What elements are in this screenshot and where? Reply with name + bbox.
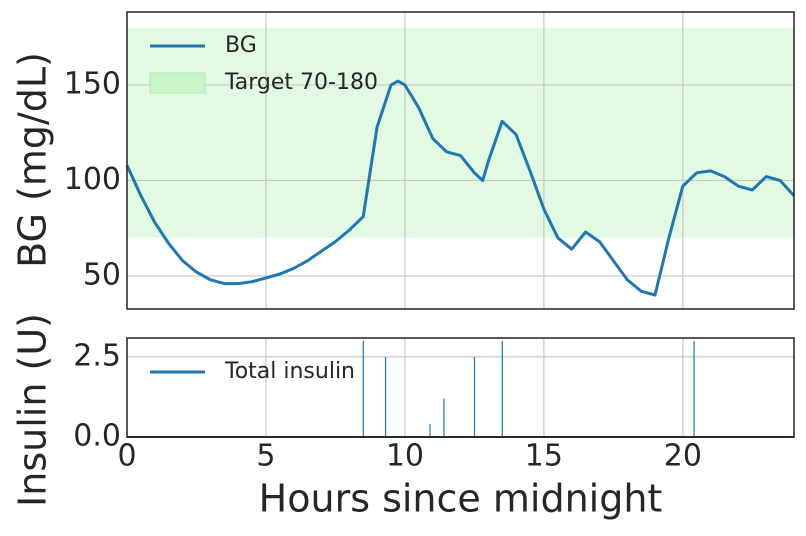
bg-line [125,79,796,297]
legend-label: Total insulin [224,359,355,384]
y-axis-label: Insulin (U) [11,313,55,507]
y-tick-label: 100 [64,162,121,197]
axes-frame [126,11,795,310]
axes-frame [126,337,795,438]
x-tick-label: 0 [117,439,136,474]
insulin-bar [384,356,387,437]
y-axis-label: BG (mg/dL) [11,52,55,268]
y-tick-label: 0.0 [73,419,121,454]
y-tick-label: 50 [83,257,121,292]
x-tick-label: 10 [386,439,424,474]
legend-swatch [149,72,206,94]
insulin-bar [443,398,445,437]
insulin-bar [501,340,503,437]
x-tick-label: 20 [664,439,702,474]
legend-label: Target 70-180 [224,70,378,95]
x-axis-label: Hours since midnight [259,477,663,521]
target-band [127,27,794,238]
x-tick-label: 5 [256,439,275,474]
legend-label: BG [225,33,257,58]
y-tick-label: 2.5 [73,338,121,373]
insulin-bar [362,340,364,437]
insulin-bar [693,340,695,437]
x-tick-label: 15 [525,439,563,474]
insulin-bar [473,356,476,437]
y-tick-label: 150 [64,66,121,101]
insulin-bar [429,424,431,437]
